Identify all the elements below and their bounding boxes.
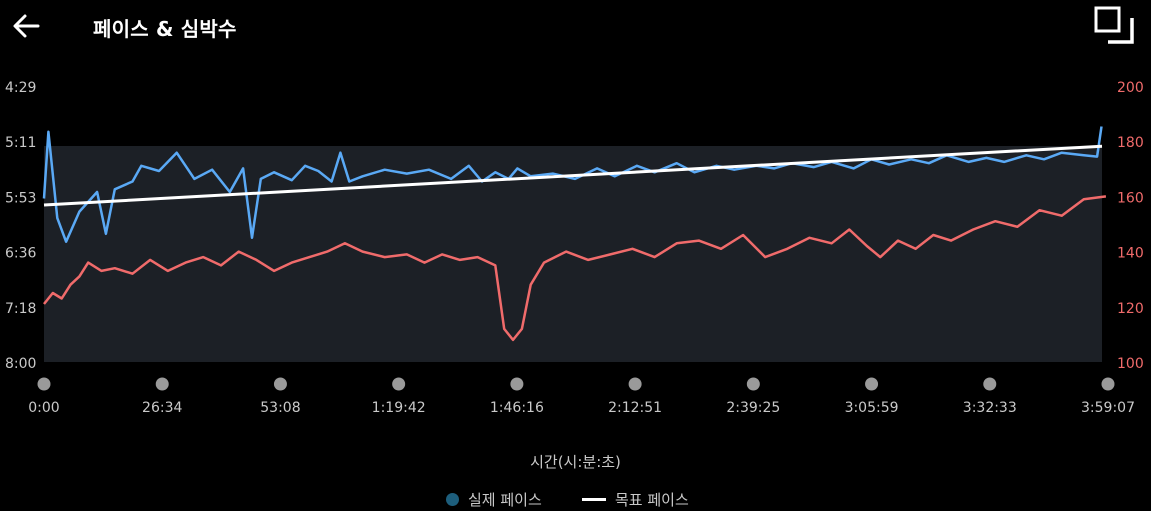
- legend-dot: [446, 493, 459, 506]
- x-tick-marker: [273, 377, 287, 391]
- x-tick-label: 3:05:59: [845, 400, 899, 416]
- x-tick-label: 26:34: [142, 400, 182, 416]
- y-right-tick-label: 180: [1117, 135, 1144, 151]
- x-tick-label: 1:19:42: [372, 400, 426, 416]
- x-tick-marker: [628, 377, 642, 391]
- page-title: 페이스 & 심박수: [93, 17, 237, 41]
- series-line-target-pace: [43, 144, 1103, 207]
- y-left-tick-label: 4:29: [5, 80, 36, 96]
- legend-line-swatch: [582, 498, 606, 501]
- series-line-heart-rate: [43, 195, 1107, 342]
- y-right-tick-label: 100: [1117, 356, 1144, 372]
- back-button[interactable]: [8, 8, 44, 44]
- legend-item-target-pace: 목표 페이스: [582, 489, 689, 510]
- x-tick-label: 0:00: [28, 400, 59, 416]
- expand-icon: [1094, 6, 1134, 44]
- y-left-tick-label: 6:36: [5, 246, 37, 262]
- y-right-tick-label: 200: [1117, 80, 1144, 96]
- x-tick-marker: [392, 377, 406, 391]
- x-tick-marker: [865, 377, 879, 391]
- x-tick-marker: [746, 377, 760, 391]
- y-left-tick-label: 5:11: [5, 135, 36, 151]
- x-axis-label: 시간(시:분:초): [530, 453, 621, 471]
- arrow-left-icon: [13, 14, 40, 38]
- x-tick-label: 2:39:25: [726, 400, 780, 416]
- x-tick-marker: [37, 377, 51, 391]
- legend-item-actual-pace: 실제 페이스: [446, 489, 542, 510]
- y-right-tick-label: 140: [1117, 246, 1144, 262]
- x-tick-label: 3:59:07: [1081, 400, 1135, 416]
- pace-hr-chart: 4:29 5:11 5:53 6:36 7:18 8:00 200 180 160 140 120…: [5, 80, 1144, 416]
- x-tick-label: 3:32:33: [963, 400, 1017, 416]
- expand-button[interactable]: [1093, 5, 1137, 47]
- x-tick-label: 1:46:16: [490, 400, 544, 416]
- series-line-actual-pace: [42, 126, 1103, 243]
- legend-label-target-pace: 목표 페이스: [615, 491, 689, 509]
- x-tick-marker: [510, 377, 524, 391]
- x-tick-label: 2:12:51: [608, 400, 662, 416]
- app-header: 페이스 & 심박수: [0, 0, 1151, 56]
- y-left-tick-label: 5:53: [5, 190, 36, 206]
- y-right-tick-label: 120: [1117, 301, 1144, 317]
- x-tick-marker: [1101, 377, 1115, 391]
- x-tick-marker: [983, 377, 997, 391]
- x-tick-marker: [155, 377, 169, 391]
- y-left-tick-label: 7:18: [5, 301, 36, 317]
- chart-legend: 실제 페이스 목표 페이스: [0, 489, 1151, 511]
- y-left-tick-label: 8:00: [5, 356, 36, 372]
- y-right-tick-label: 160: [1117, 190, 1144, 206]
- legend-label-actual-pace: 실제 페이스: [468, 491, 542, 509]
- x-tick-label: 53:08: [260, 400, 300, 416]
